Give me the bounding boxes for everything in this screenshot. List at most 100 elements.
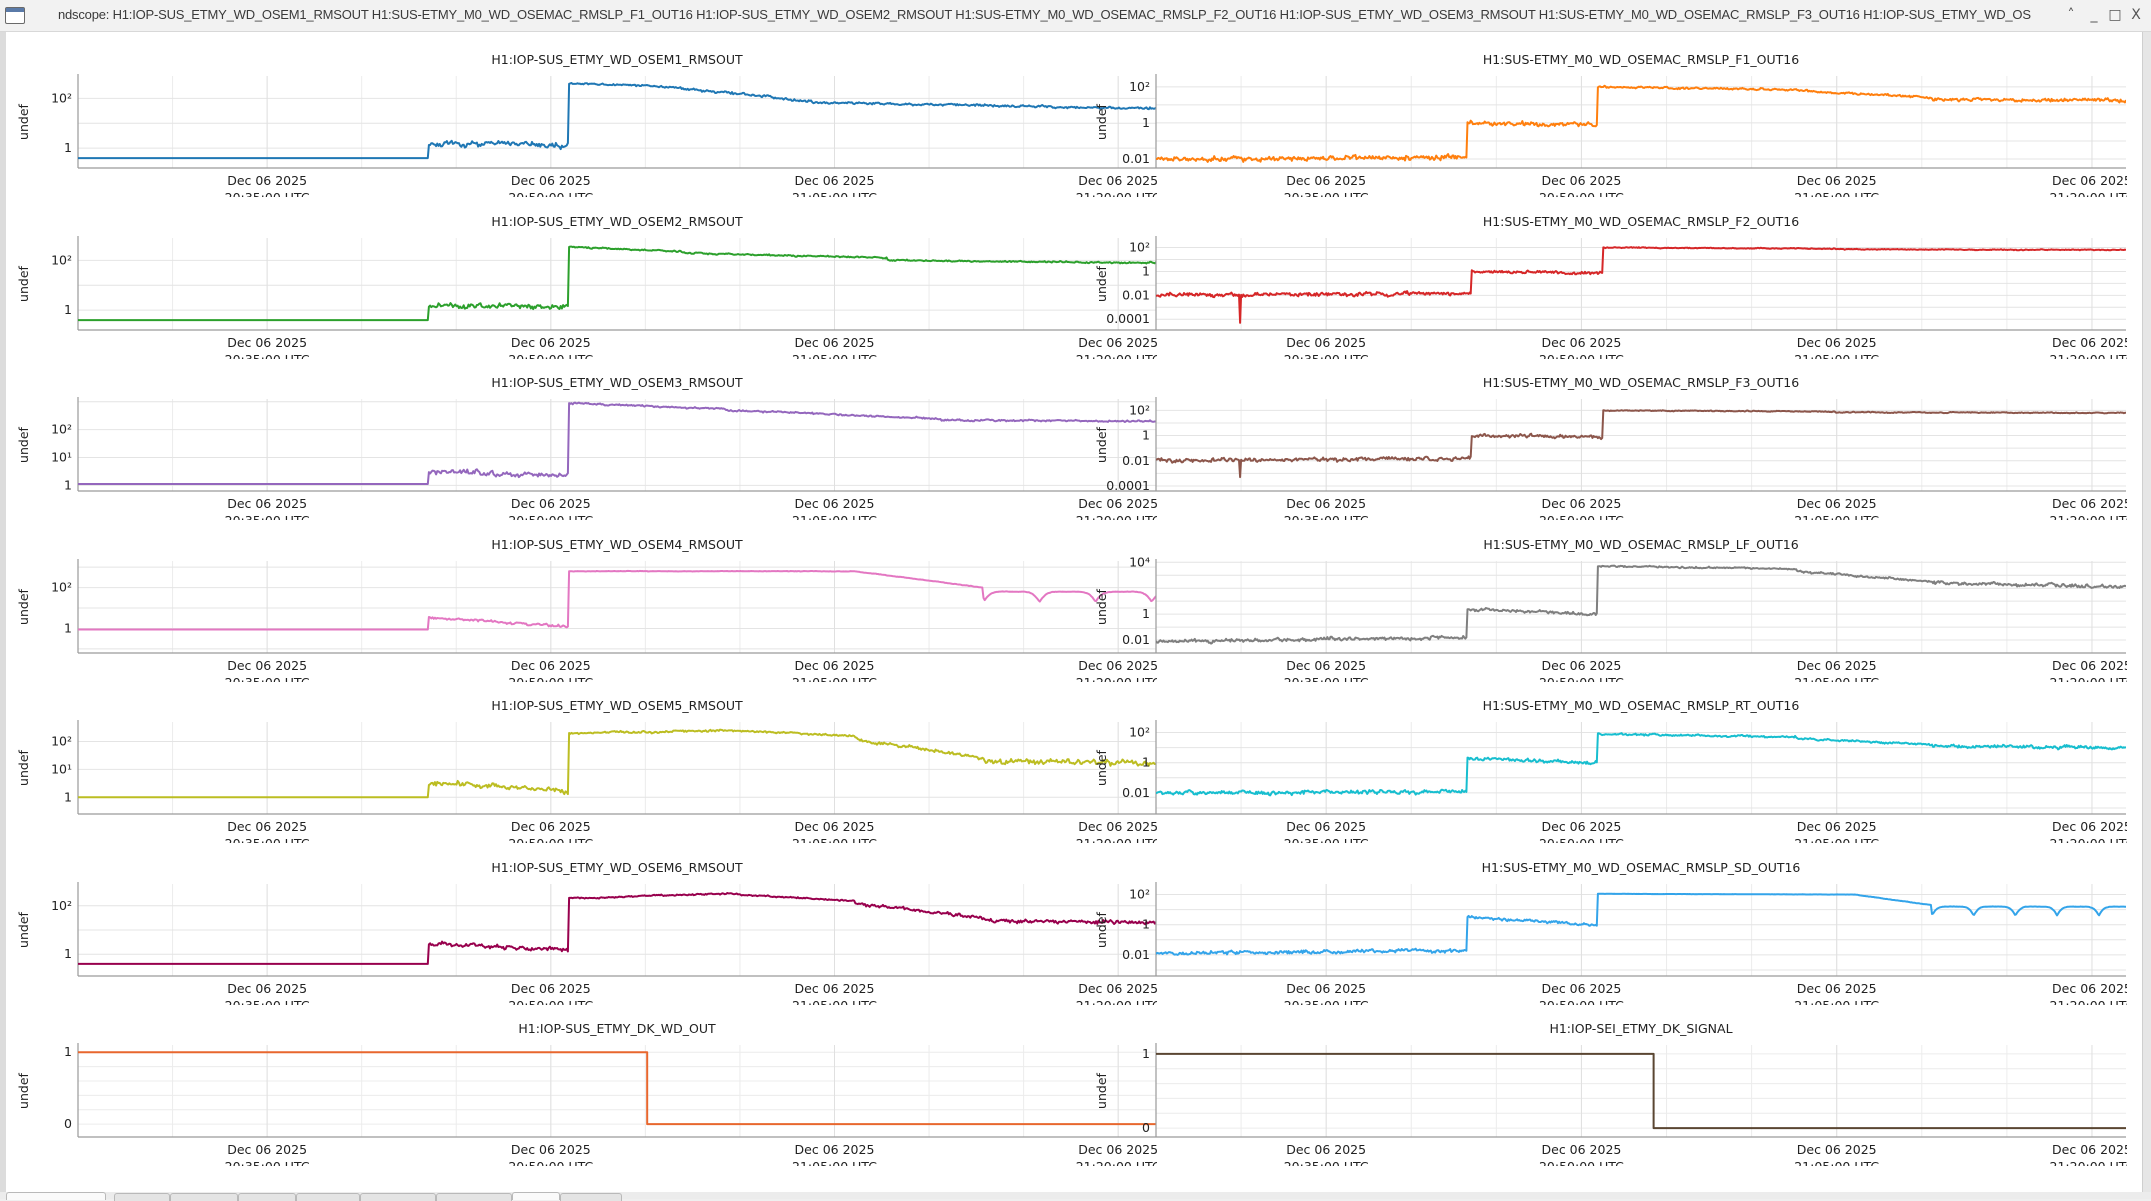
plot-f3[interactable]: H1:SUS-ETMY_M0_WD_OSEMAC_RMSLP_F3_OUT16 0… [1081, 369, 2127, 531]
y-axis-label: undef [16, 103, 31, 139]
y-tick-label: 10² [1129, 79, 1150, 94]
plot-lf[interactable]: H1:SUS-ETMY_M0_WD_OSEMAC_RMSLP_LF_OUT16 0… [1081, 531, 2127, 693]
chart-svg[interactable]: 0.01 1 10² undef Dec 06 2025 20:35:00 UTC Dec … [1081, 692, 2127, 854]
y-tick-label: 10² [51, 422, 72, 437]
chart-svg[interactable]: 1 10¹ 10² undef Dec 06 2025 20:35:00 UTC Dec 0… [6, 369, 1157, 531]
y-axis-label: undef [1094, 588, 1109, 624]
x-tick-date: Dec 06 2025 [1286, 1142, 1366, 1157]
series-line-osem3 [78, 401, 1156, 485]
plot-osem3[interactable]: H1:IOP-SUS_ETMY_WD_OSEM3_RMSOUT 1 10¹ 10² un… [6, 369, 1157, 531]
tab-9[interactable] [560, 1193, 622, 1201]
x-tick-date: Dec 06 2025 [227, 335, 307, 350]
x-tick-time: 20:35:00 UTC [225, 675, 310, 690]
tab-5[interactable] [296, 1193, 360, 1201]
y-tick-label: 1 [1142, 1046, 1150, 1061]
y-tick-label: 10² [1129, 402, 1150, 417]
tab-6[interactable] [360, 1193, 436, 1201]
y-tick-label: 0.01 [1122, 785, 1150, 800]
x-tick-time: 21:05:00 UTC [1794, 675, 1879, 690]
x-tick-date: Dec 06 2025 [2052, 1142, 2132, 1157]
x-tick-time: 20:50:00 UTC [1539, 675, 1624, 690]
tab-3[interactable] [170, 1193, 238, 1201]
y-tick-label: 0 [1142, 1120, 1150, 1135]
x-tick-time: 21:20:00 UTC [1076, 675, 1161, 690]
plot-osem5[interactable]: H1:IOP-SUS_ETMY_WD_OSEM5_RMSOUT 1 10¹ 10² un… [6, 692, 1158, 854]
x-tick-date: Dec 06 2025 [227, 981, 307, 996]
tab-1[interactable] [6, 1192, 106, 1200]
minimize-button[interactable]: _ [2090, 7, 2098, 23]
y-tick-label: 1 [64, 620, 72, 635]
tab-4[interactable] [238, 1193, 296, 1201]
chart-svg[interactable]: 0.01 1 10⁴ undef Dec 06 2025 20:35:00 UTC Dec … [1081, 531, 2127, 693]
chart-svg[interactable]: 0.0001 0.01 1 10² undef Dec 06 2025 20:35:00 U… [1081, 208, 2127, 370]
y-tick-label: 1 [64, 140, 72, 155]
chart-svg[interactable]: 1 10¹ 10² undef Dec 06 2025 20:35:00 UTC Dec 0… [6, 692, 1158, 854]
x-tick-date: Dec 06 2025 [511, 658, 591, 673]
x-tick-date: Dec 06 2025 [1797, 173, 1877, 188]
plot-title: H1:IOP-SUS_ETMY_DK_WD_OUT [518, 1021, 716, 1036]
plot-sd[interactable]: H1:SUS-ETMY_M0_WD_OSEMAC_RMSLP_SD_OUT16 0… [1081, 854, 2127, 1016]
chart-svg[interactable]: 0 1 undef Dec 06 2025 20:35:00 UTC Dec 06 202… [6, 1015, 1157, 1177]
y-axis-label: undef [1094, 1072, 1109, 1108]
series-line-osem4 [78, 569, 1156, 630]
x-tick-time: 20:50:00 UTC [508, 190, 593, 205]
y-tick-label: 10² [51, 897, 72, 912]
y-tick-label: 1 [1142, 263, 1150, 278]
y-tick-label: 1 [64, 1044, 72, 1059]
tab-2[interactable] [114, 1193, 170, 1201]
series-line-f3 [1156, 409, 2126, 479]
x-tick-time: 21:20:00 UTC [1076, 190, 1161, 205]
window-titlebar: ndscope: H1:IOP-SUS_ETMY_WD_OSEM1_RMSOUT… [0, 0, 2151, 32]
x-tick-time: 20:35:00 UTC [225, 836, 310, 851]
y-tick-label: 10² [1129, 725, 1150, 740]
chart-svg[interactable]: 1 10² undef Dec 06 2025 20:35:00 UTC Dec 06 2… [6, 46, 1157, 208]
x-tick-time: 21:05:00 UTC [792, 836, 877, 851]
x-tick-time: 21:05:00 UTC [1794, 190, 1879, 205]
plot-osem6[interactable]: H1:IOP-SUS_ETMY_WD_OSEM6_RMSOUT 1 10² undef… [6, 854, 1157, 1016]
x-tick-date: Dec 06 2025 [511, 335, 591, 350]
x-tick-date: Dec 06 2025 [227, 496, 307, 511]
close-button[interactable]: X [2131, 7, 2141, 23]
plot-title: H1:IOP-SUS_ETMY_WD_OSEM3_RMSOUT [491, 375, 743, 390]
chart-svg[interactable]: 1 10² undef Dec 06 2025 20:35:00 UTC Dec 06 2… [6, 208, 1157, 370]
x-tick-date: Dec 06 2025 [511, 1142, 591, 1157]
grid [1156, 76, 2126, 168]
chart-svg[interactable]: 1 10² undef Dec 06 2025 20:35:00 UTC Dec 06 2… [6, 854, 1157, 1016]
keep-above-button[interactable]: ˄ [2067, 7, 2075, 23]
chart-svg[interactable]: 1 10² undef Dec 06 2025 20:35:00 UTC Dec 06 2… [6, 531, 1157, 693]
x-tick-date: Dec 06 2025 [1797, 819, 1877, 834]
plot-f1[interactable]: H1:SUS-ETMY_M0_WD_OSEMAC_RMSLP_F1_OUT16 0… [1081, 46, 2127, 208]
app-window-icon[interactable] [5, 7, 25, 24]
grid [78, 883, 1156, 976]
plot-rt[interactable]: H1:SUS-ETMY_M0_WD_OSEMAC_RMSLP_RT_OUT16 0… [1081, 692, 2127, 854]
plot-osem1[interactable]: H1:IOP-SUS_ETMY_WD_OSEM1_RMSOUT 1 10² undef… [6, 46, 1157, 208]
plot-osem4[interactable]: H1:IOP-SUS_ETMY_WD_OSEM4_RMSOUT 1 10² undef… [6, 531, 1157, 693]
plot-dk_sei[interactable]: H1:IOP-SEI_ETMY_DK_SIGNAL 0 1 undef Dec 06 2… [1081, 1015, 2127, 1177]
x-tick-time: 20:35:00 UTC [1284, 1159, 1369, 1174]
tab-7[interactable] [436, 1193, 512, 1201]
y-axis-label: undef [16, 426, 31, 462]
plot-dk_wd[interactable]: H1:IOP-SUS_ETMY_DK_WD_OUT 0 1 undef Dec 06 2… [6, 1015, 1157, 1177]
x-tick-date: Dec 06 2025 [1078, 819, 1158, 834]
y-tick-label: 0 [64, 1116, 72, 1131]
tab-8[interactable] [512, 1192, 560, 1200]
x-tick-date: Dec 06 2025 [2052, 658, 2132, 673]
y-tick-label: 0.01 [1122, 632, 1150, 647]
plot-title: H1:IOP-SUS_ETMY_WD_OSEM1_RMSOUT [491, 52, 743, 67]
x-tick-time: 20:35:00 UTC [225, 190, 310, 205]
y-axis-label: undef [16, 911, 31, 947]
chart-svg[interactable]: 0.0001 0.01 1 10² undef Dec 06 2025 20:35:00 U… [1081, 369, 2127, 531]
maximize-button[interactable]: □ [2108, 7, 2122, 23]
plot-f2[interactable]: H1:SUS-ETMY_M0_WD_OSEMAC_RMSLP_F2_OUT16 0… [1081, 208, 2127, 370]
grid [78, 560, 1156, 653]
plot-canvas[interactable]: H1:IOP-SUS_ETMY_WD_OSEM1_RMSOUT 1 10² undef… [6, 32, 2142, 1192]
x-tick-date: Dec 06 2025 [1797, 658, 1877, 673]
chart-svg[interactable]: 0 1 undef Dec 06 2025 20:35:00 UTC Dec 06 202… [1081, 1015, 2127, 1177]
chart-svg[interactable]: 0.01 1 10² undef Dec 06 2025 20:35:00 UTC Dec … [1081, 854, 2127, 1016]
x-tick-time: 21:05:00 UTC [792, 513, 877, 528]
plot-osem2[interactable]: H1:IOP-SUS_ETMY_WD_OSEM2_RMSOUT 1 10² undef… [6, 208, 1157, 370]
chart-svg[interactable]: 0.01 1 10² undef Dec 06 2025 20:35:00 UTC Dec … [1081, 46, 2127, 208]
x-tick-date: Dec 06 2025 [1797, 335, 1877, 350]
plot-title: H1:IOP-SUS_ETMY_WD_OSEM6_RMSOUT [491, 859, 743, 875]
y-axis-label: undef [16, 749, 31, 785]
